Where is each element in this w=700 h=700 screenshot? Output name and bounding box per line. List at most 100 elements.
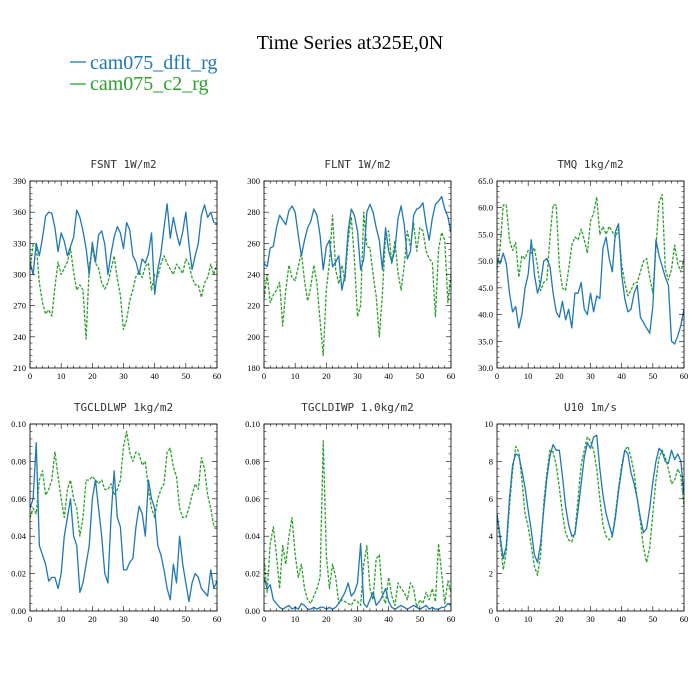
series-group — [30, 430, 217, 603]
x-tick-label: 30 — [353, 371, 362, 381]
y-tick-label: 0.00 — [11, 606, 26, 616]
y-tick-label: 300 — [13, 270, 26, 280]
series-line-cam075-dflt-rg — [30, 203, 217, 295]
x-tick-label: 60 — [680, 614, 689, 624]
x-tick-label: 10 — [57, 371, 66, 381]
x-tick-label: 30 — [586, 371, 595, 381]
y-tick-label: 10 — [485, 419, 494, 429]
x-tick-label: 60 — [213, 614, 222, 624]
series-line-cam075-c2-rg — [264, 440, 451, 608]
y-tick-label: 4 — [489, 531, 494, 541]
panel-tgcldiwp: TGCLDIWP 1.0kg/m2 0 10 20 30 40 50 60 0.00 0.02 0.… — [245, 401, 455, 624]
y-tick-label: 40.0 — [478, 310, 493, 320]
y-tick-label: 8 — [489, 456, 493, 466]
y-tick-label: 6 — [489, 494, 493, 504]
panel-flnt: FLNT 1W/m2 0 10 20 30 40 50 60 180 200 220 240 260 28… — [247, 158, 455, 381]
x-tick-label: 10 — [57, 614, 66, 624]
x-tick-label: 20 — [322, 371, 331, 381]
x-tick-label: 30 — [586, 614, 595, 624]
x-tick-label: 60 — [213, 371, 222, 381]
series-group — [264, 440, 451, 610]
series-line-cam075-dflt-rg — [264, 543, 451, 610]
series-line-cam075-c2-rg — [264, 211, 451, 357]
x-tick-label: 40 — [150, 614, 159, 624]
y-tick-label: 50.0 — [478, 256, 493, 266]
series-group — [264, 195, 451, 357]
y-tick-label: 210 — [13, 363, 26, 373]
series-group — [497, 434, 684, 577]
x-tick-label: 60 — [447, 371, 456, 381]
x-tick-label: 60 — [680, 371, 689, 381]
panels: FSNT 1W/m20 10 20 30 40 50 6021024027030033036… — [11, 158, 688, 624]
x-tick-label: 50 — [182, 371, 191, 381]
y-tick-label: 180 — [247, 363, 260, 373]
y-tick-label: 360 — [13, 207, 26, 217]
series-line-cam075-dflt-rg — [264, 195, 451, 291]
x-tick-label: 40 — [617, 371, 626, 381]
y-tick-label: 260 — [247, 238, 260, 248]
y-tick-label: 270 — [13, 301, 26, 311]
y-tick-label: 30.0 — [478, 363, 493, 373]
legend: cam075_dflt_rg cam075_c2_rg — [70, 52, 217, 95]
figure-title: Time Series at325E,0N — [257, 32, 443, 54]
x-tick-label: 40 — [150, 371, 159, 381]
x-tick-label: 50 — [649, 371, 658, 381]
x-tick-label: 40 — [617, 614, 626, 624]
series-line-cam075-c2-rg — [497, 436, 684, 577]
x-tick-label: 0 — [262, 371, 266, 381]
x-tick-label: 10 — [524, 614, 533, 624]
x-tick-label: 20 — [88, 371, 97, 381]
x-tick-label: 0 — [495, 614, 499, 624]
y-tick-label: 65.0 — [478, 176, 493, 186]
y-tick-label: 330 — [13, 238, 26, 248]
panel-title: FSNT 1W/m2 — [90, 158, 156, 171]
panel-fsnt: FSNT 1W/m2 0 10 20 30 40 50 60 210 240 270 300 330 36… — [13, 158, 221, 381]
y-tick-label: 55.0 — [478, 229, 493, 239]
plot-frame — [496, 423, 685, 612]
series-line-cam075-dflt-rg — [30, 442, 217, 603]
legend-label-c2: cam075_c2_rg — [90, 73, 209, 95]
panel-title: U10 1m/s — [564, 401, 617, 414]
panel-tgcldlwp: TGCLDLWP 1kg/m2 0 10 20 30 40 50 60 0.00 0.02 0.04… — [11, 401, 221, 624]
x-tick-label: 0 — [495, 371, 499, 381]
y-tick-label: 0.10 — [245, 419, 260, 429]
x-tick-label: 30 — [353, 614, 362, 624]
x-tick-label: 20 — [555, 614, 564, 624]
x-tick-label: 20 — [88, 614, 97, 624]
x-tick-label: 10 — [291, 614, 300, 624]
y-tick-label: 240 — [13, 332, 26, 342]
plot-frame — [496, 180, 685, 369]
panel-title: FLNT 1W/m2 — [324, 158, 390, 171]
x-tick-label: 50 — [182, 614, 191, 624]
x-tick-label: 0 — [28, 614, 32, 624]
x-tick-label: 0 — [262, 614, 266, 624]
y-tick-label: 0.10 — [11, 419, 26, 429]
x-tick-label: 60 — [447, 614, 456, 624]
y-tick-label: 0.02 — [245, 569, 260, 579]
y-tick-label: 300 — [247, 176, 260, 186]
y-tick-label: 280 — [247, 207, 260, 217]
y-tick-label: 45.0 — [478, 283, 493, 293]
y-tick-label: 0.08 — [11, 456, 26, 466]
panel-tmq: TMQ 1kg/m2 0 10 20 30 40 50 60 30.0 35.0 40.0 45.0 5… — [478, 158, 688, 381]
series-line-cam075-dflt-rg — [497, 223, 684, 345]
x-tick-label: 40 — [384, 371, 393, 381]
y-tick-label: 0.08 — [245, 456, 260, 466]
series-line-cam075-c2-rg — [30, 243, 217, 340]
plot-frame — [263, 180, 452, 369]
x-tick-label: 30 — [119, 371, 128, 381]
y-tick-label: 0.06 — [245, 494, 260, 504]
plot-frame — [29, 423, 218, 612]
x-tick-label: 50 — [649, 614, 658, 624]
series-group — [30, 203, 217, 340]
y-tick-label: 0.02 — [11, 569, 26, 579]
y-tick-label: 60.0 — [478, 203, 493, 213]
x-tick-label: 30 — [119, 614, 128, 624]
y-tick-label: 0 — [489, 606, 493, 616]
y-tick-label: 0.04 — [11, 531, 27, 541]
y-tick-label: 35.0 — [478, 336, 493, 346]
y-tick-label: 0.00 — [245, 606, 260, 616]
legend-label-dflt: cam075_dflt_rg — [90, 52, 217, 74]
panel-title: TGCLDIWP 1.0kg/m2 — [301, 401, 414, 414]
